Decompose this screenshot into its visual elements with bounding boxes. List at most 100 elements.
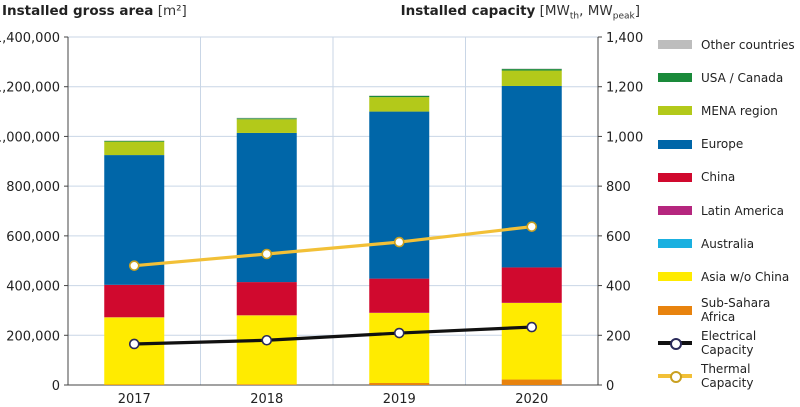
- x-tick-label: 2017: [118, 392, 151, 407]
- bar-mena-region: [104, 141, 165, 156]
- left-tick-label: 200,000: [6, 329, 60, 344]
- legend-item-electrical-capacity: Electrical Capacity: [658, 327, 798, 360]
- legend-item-usa-canada: USA / Canada: [658, 61, 798, 94]
- left-tick-label: 0: [52, 379, 60, 394]
- right-tick-label: 200: [606, 329, 631, 344]
- legend-label: Electrical Capacity: [701, 329, 757, 358]
- x-tick-label: 2020: [515, 392, 548, 407]
- left-axis-title: Installed gross area [m²]: [2, 3, 187, 19]
- right-unit-a: [MW: [539, 3, 570, 19]
- legend-label: Australia: [701, 236, 755, 251]
- point-electrical-capacity: [261, 334, 273, 346]
- legend-item-europe: Europe: [658, 128, 798, 161]
- legend-swatch: [658, 239, 692, 249]
- bar-mena-region: [501, 70, 562, 86]
- legend-swatch: [658, 206, 692, 216]
- legend-label: Thermal Capacity: [701, 362, 754, 391]
- bar-sub-sahara-africa: [501, 379, 562, 385]
- line-electrical-capacity: [134, 325, 532, 346]
- right-tick-label: 400: [606, 280, 631, 295]
- left-tick-label: 800,000: [6, 180, 60, 195]
- point-electrical-capacity: [128, 338, 140, 350]
- right-tick-label: 1,000: [606, 130, 643, 145]
- bar-usa-canada: [369, 95, 430, 98]
- bar-china: [501, 267, 562, 303]
- right-unit-b: , MW: [579, 3, 613, 19]
- legend-item-sub-sahara-africa: Sub-Sahara Africa: [658, 294, 798, 327]
- point-thermal-capacity: [128, 260, 140, 271]
- legend-item-asia-w-o-china: Asia w/o China: [658, 260, 798, 293]
- bar-asia-w-o-china: [104, 317, 165, 385]
- legend-item-mena-region: MENA region: [658, 94, 798, 127]
- line-thermal-capacity: [134, 225, 532, 268]
- bar-mena-region: [236, 119, 297, 133]
- legend-marker: [670, 338, 682, 351]
- right-tick-label: 1,200: [606, 81, 643, 96]
- legend-item-china: China: [658, 161, 798, 194]
- legend-label: Sub-Sahara Africa: [701, 296, 771, 325]
- left-tick-label: 1,400,000: [0, 31, 60, 46]
- bar-usa-canada: [236, 118, 297, 120]
- right-unit-c: ]: [634, 3, 640, 19]
- left-tick-label: 1,000,000: [0, 130, 60, 145]
- legend-label: Other countries: [701, 37, 795, 52]
- bar-asia-w-o-china: [236, 315, 297, 385]
- legend-label: Europe: [701, 137, 744, 152]
- bar-europe: [501, 85, 562, 268]
- legend-item-other-countries: Other countries: [658, 28, 798, 61]
- legend-swatch: [658, 106, 692, 116]
- legend-label: Asia w/o China: [701, 269, 790, 284]
- right-axis-unit: [MWth, MWpeak]: [539, 3, 640, 22]
- bar-china: [236, 282, 297, 316]
- right-tick-label: 1,400: [606, 31, 643, 46]
- left-tick-label: 400,000: [6, 280, 60, 295]
- legend-swatch: [658, 172, 692, 182]
- right-unit-sub-b: peak: [612, 11, 635, 22]
- legend-label: MENA region: [701, 103, 778, 118]
- right-unit-sub-a: th: [569, 11, 580, 22]
- legend-swatch: [658, 139, 692, 149]
- left-tick-label: 600,000: [6, 230, 60, 245]
- point-thermal-capacity: [526, 221, 538, 232]
- bar-china: [369, 278, 430, 313]
- legend-item-latin-america: Latin America: [658, 194, 798, 227]
- left-axis-unit: [m²]: [157, 3, 187, 19]
- legend-swatch: [658, 40, 692, 50]
- right-tick-label: 600: [606, 230, 631, 245]
- bar-usa-canada: [501, 69, 562, 71]
- bar-europe: [236, 132, 297, 283]
- point-thermal-capacity: [393, 236, 405, 248]
- x-tick-label: 2019: [383, 392, 416, 407]
- legend-item-australia: Australia: [658, 227, 798, 260]
- right-tick-label: 0: [606, 379, 614, 394]
- right-tick-label: 800: [606, 180, 631, 195]
- legend-label: USA / Canada: [701, 70, 784, 85]
- left-axis-title-text: Installed gross area: [2, 3, 154, 19]
- legend-item-thermal-capacity: Thermal Capacity: [658, 360, 798, 393]
- legend-marker: [670, 371, 682, 384]
- bar-sub-sahara-africa: [236, 384, 297, 385]
- point-electrical-capacity: [526, 321, 538, 333]
- legend-swatch: [658, 73, 692, 83]
- x-tick-label: 2018: [250, 392, 283, 407]
- bar-mena-region: [369, 97, 430, 112]
- bar-europe: [369, 111, 430, 279]
- bar-asia-w-o-china: [369, 312, 430, 384]
- legend-label: Latin America: [701, 203, 784, 218]
- legend-line-swatch: [658, 336, 692, 351]
- right-axis-title: Installed capacity [MWth, MWpeak]: [401, 3, 640, 22]
- bar-china: [104, 284, 165, 318]
- legend-label: China: [701, 170, 736, 185]
- bar-usa-canada: [104, 140, 165, 142]
- legend-line-swatch: [658, 369, 692, 384]
- legend-swatch: [658, 272, 692, 282]
- right-axis-title-text: Installed capacity: [400, 3, 536, 19]
- bar-asia-w-o-china: [501, 302, 562, 380]
- point-thermal-capacity: [261, 248, 273, 260]
- left-tick-label: 1,200,000: [0, 81, 60, 96]
- bar-sub-sahara-africa: [369, 383, 430, 385]
- point-electrical-capacity: [393, 327, 405, 339]
- legend-swatch: [658, 305, 692, 315]
- legend: Other countries USA / Canada MENA region Eu…: [658, 28, 798, 393]
